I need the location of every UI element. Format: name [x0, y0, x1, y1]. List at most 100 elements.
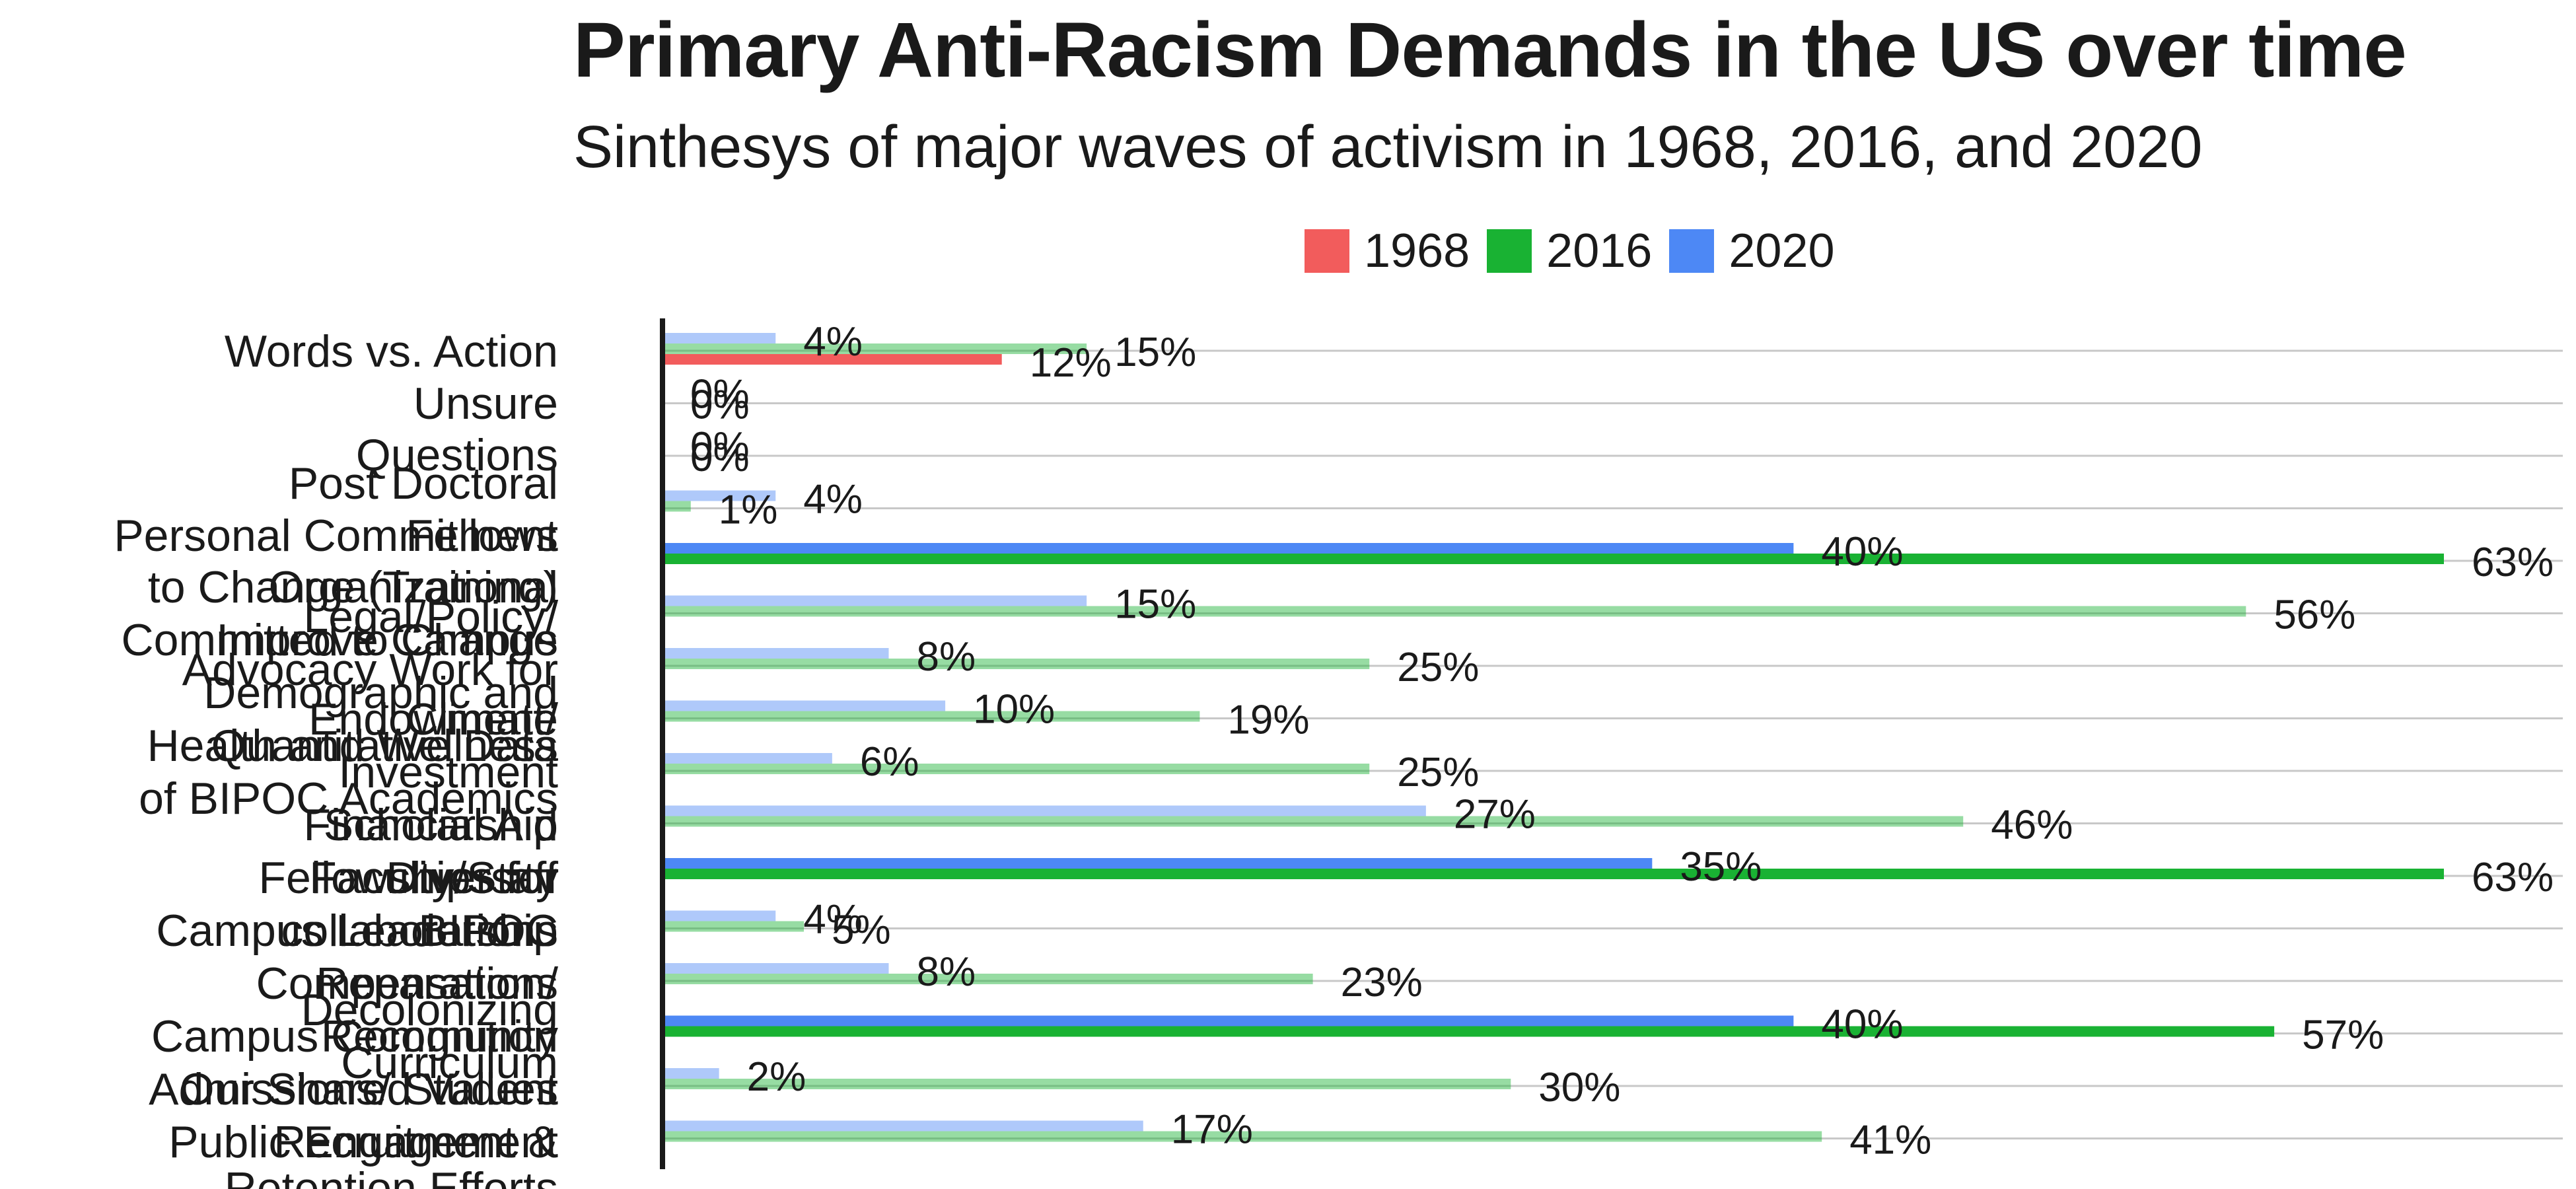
chart-title: Primary Anti-Racism Demands in the US ov… [573, 7, 2407, 94]
y-axis-label: Organizational [269, 562, 558, 612]
y-axis-label: Quantitative Data [211, 721, 559, 771]
value-label-2016-14: 30% [1538, 1065, 1620, 1110]
y-axis-label: Post Doctoral [289, 458, 558, 509]
bar-2016-14 [662, 1079, 1511, 1089]
legend-item-2020[interactable]: 2020 [1669, 224, 1835, 278]
value-label-2016-2: 0% [690, 435, 750, 480]
bar-2016-12 [662, 974, 1313, 984]
y-axis-label: Diversity [386, 853, 558, 903]
bar-2020-13 [662, 1015, 1794, 1027]
value-label-2020-0: 4% [803, 319, 863, 365]
value-label-2020-9: 27% [1454, 792, 1536, 838]
bar-2016-5 [662, 606, 2246, 617]
y-axis-label: Advocacy Work for [182, 645, 558, 695]
y-axis-label: BIPOC [418, 906, 558, 956]
bar-2016-3 [662, 501, 691, 512]
y-axis-label: Curriculum [341, 1038, 558, 1088]
bar-2020-10 [662, 858, 1653, 869]
y-axis-label: Investment [338, 747, 558, 797]
value-label-2020-3: 4% [803, 477, 863, 522]
value-label-2016-1: 0% [690, 382, 750, 428]
bar-2016-11 [662, 921, 805, 932]
legend-swatch-2016 [1487, 229, 1532, 273]
bar-2016-10 [662, 869, 2444, 879]
value-label-2016-3: 1% [719, 487, 778, 533]
value-label-2020-8: 6% [860, 739, 919, 785]
y-axis-label: Health and Wellness [147, 721, 558, 771]
bar-2016-0 [662, 343, 1087, 354]
y-axis-label: Retention Efforts [225, 1163, 558, 1189]
legend: 1968 2016 2020 [1305, 225, 1852, 277]
y-axis-label: of BIPOC Academics [139, 774, 558, 824]
bar-2016-9 [662, 816, 1964, 827]
bar-2016-13 [662, 1026, 2275, 1037]
value-label-2020-13: 40% [1821, 1002, 1903, 1048]
value-label-2016-7: 19% [1227, 698, 1309, 743]
y-axis-label: Fellowships for [259, 853, 559, 903]
value-label-2020-7: 10% [973, 687, 1055, 733]
bar-2016-6 [662, 659, 1370, 669]
legend-label-2020: 2020 [1729, 225, 1835, 277]
value-label-2020-6: 8% [916, 634, 976, 680]
bar-2016-15 [662, 1131, 1822, 1142]
y-axis-label: Fellows [406, 511, 559, 561]
y-axis-label: Unsure [413, 378, 558, 429]
y-axis-label: Personal Commitment [114, 511, 558, 561]
value-label-2020-1: 0% [690, 372, 750, 417]
bar-1968-0 [662, 354, 1002, 365]
bar-2020-3 [662, 490, 776, 501]
value-label-2016-8: 25% [1397, 750, 1479, 795]
legend-label-1968: 1968 [1364, 225, 1470, 277]
value-label-2016-9: 46% [1991, 803, 2073, 848]
bar-2020-12 [662, 963, 889, 974]
value-label-2016-0: 15% [1114, 330, 1196, 375]
value-labels: 12% 15%4%0%0%0%0%1% 4%63%40%56%15%25%8%19%… [690, 319, 2554, 1163]
bar-2020-4 [662, 543, 1794, 554]
bar-2020-8 [662, 753, 832, 764]
legend-item-2016[interactable]: 2016 [1487, 224, 1652, 278]
bars [662, 333, 2444, 1142]
y-axis-label: Reparations [316, 958, 558, 1009]
bar-2016-8 [662, 764, 1370, 774]
y-axis-label: Decolonizing [301, 985, 558, 1035]
value-label-2020-5: 15% [1114, 582, 1196, 628]
value-label-2016-13: 57% [2302, 1013, 2384, 1058]
y-axis-label: Financial Aid [303, 800, 558, 850]
y-axis-label: Admissions/ Student [149, 1064, 558, 1114]
legend-swatch-2020 [1669, 229, 1715, 273]
value-label-2020-4: 40% [1821, 529, 1903, 575]
legend-item-1968[interactable]: 1968 [1305, 224, 1470, 278]
value-label-2016-11: 5% [832, 908, 891, 953]
value-label-2020-11: 4% [803, 897, 863, 943]
legend-label-2016: 2016 [1546, 225, 1653, 277]
y-axis-label: to Change (Training) [148, 562, 558, 612]
bar-2020-9 [662, 805, 1426, 816]
y-axis-label: collaborations [281, 906, 558, 956]
value-label-2016-4: 63% [2472, 540, 2554, 585]
bar-2016-4 [662, 554, 2444, 564]
value-label-2020-14: 2% [747, 1054, 806, 1100]
y-axis-label: Policy/ [426, 592, 558, 642]
value-label-2020-10: 35% [1680, 844, 1762, 890]
bar-2016-7 [662, 711, 1200, 722]
y-axis-label: Campus Leadership [156, 906, 558, 956]
bar-2020-11 [662, 910, 776, 921]
bar-2020-15 [662, 1120, 1143, 1132]
bar-2020-5 [662, 595, 1087, 606]
y-axis-label: Recruitment & [273, 1117, 558, 1167]
y-axis-label: Questions [356, 430, 558, 480]
legend-swatch-1968 [1305, 229, 1349, 273]
y-axis-label: Legal/Policy/ [303, 592, 558, 642]
value-label-2016-10: 63% [2472, 855, 2554, 900]
value-label-2016-15: 41% [1849, 1118, 1931, 1163]
bar-2020-0 [662, 333, 776, 343]
value-label-2020-15: 17% [1171, 1107, 1253, 1153]
value-label-2016-6: 25% [1397, 645, 1479, 690]
value-label-1968-0: 12% [1030, 340, 1112, 386]
y-axis-label: Our Shared Values [180, 1064, 558, 1114]
bar-2020-14 [662, 1068, 719, 1079]
y-axis-label: Improve Campus [216, 615, 558, 665]
value-label-2016-12: 23% [1341, 960, 1423, 1005]
